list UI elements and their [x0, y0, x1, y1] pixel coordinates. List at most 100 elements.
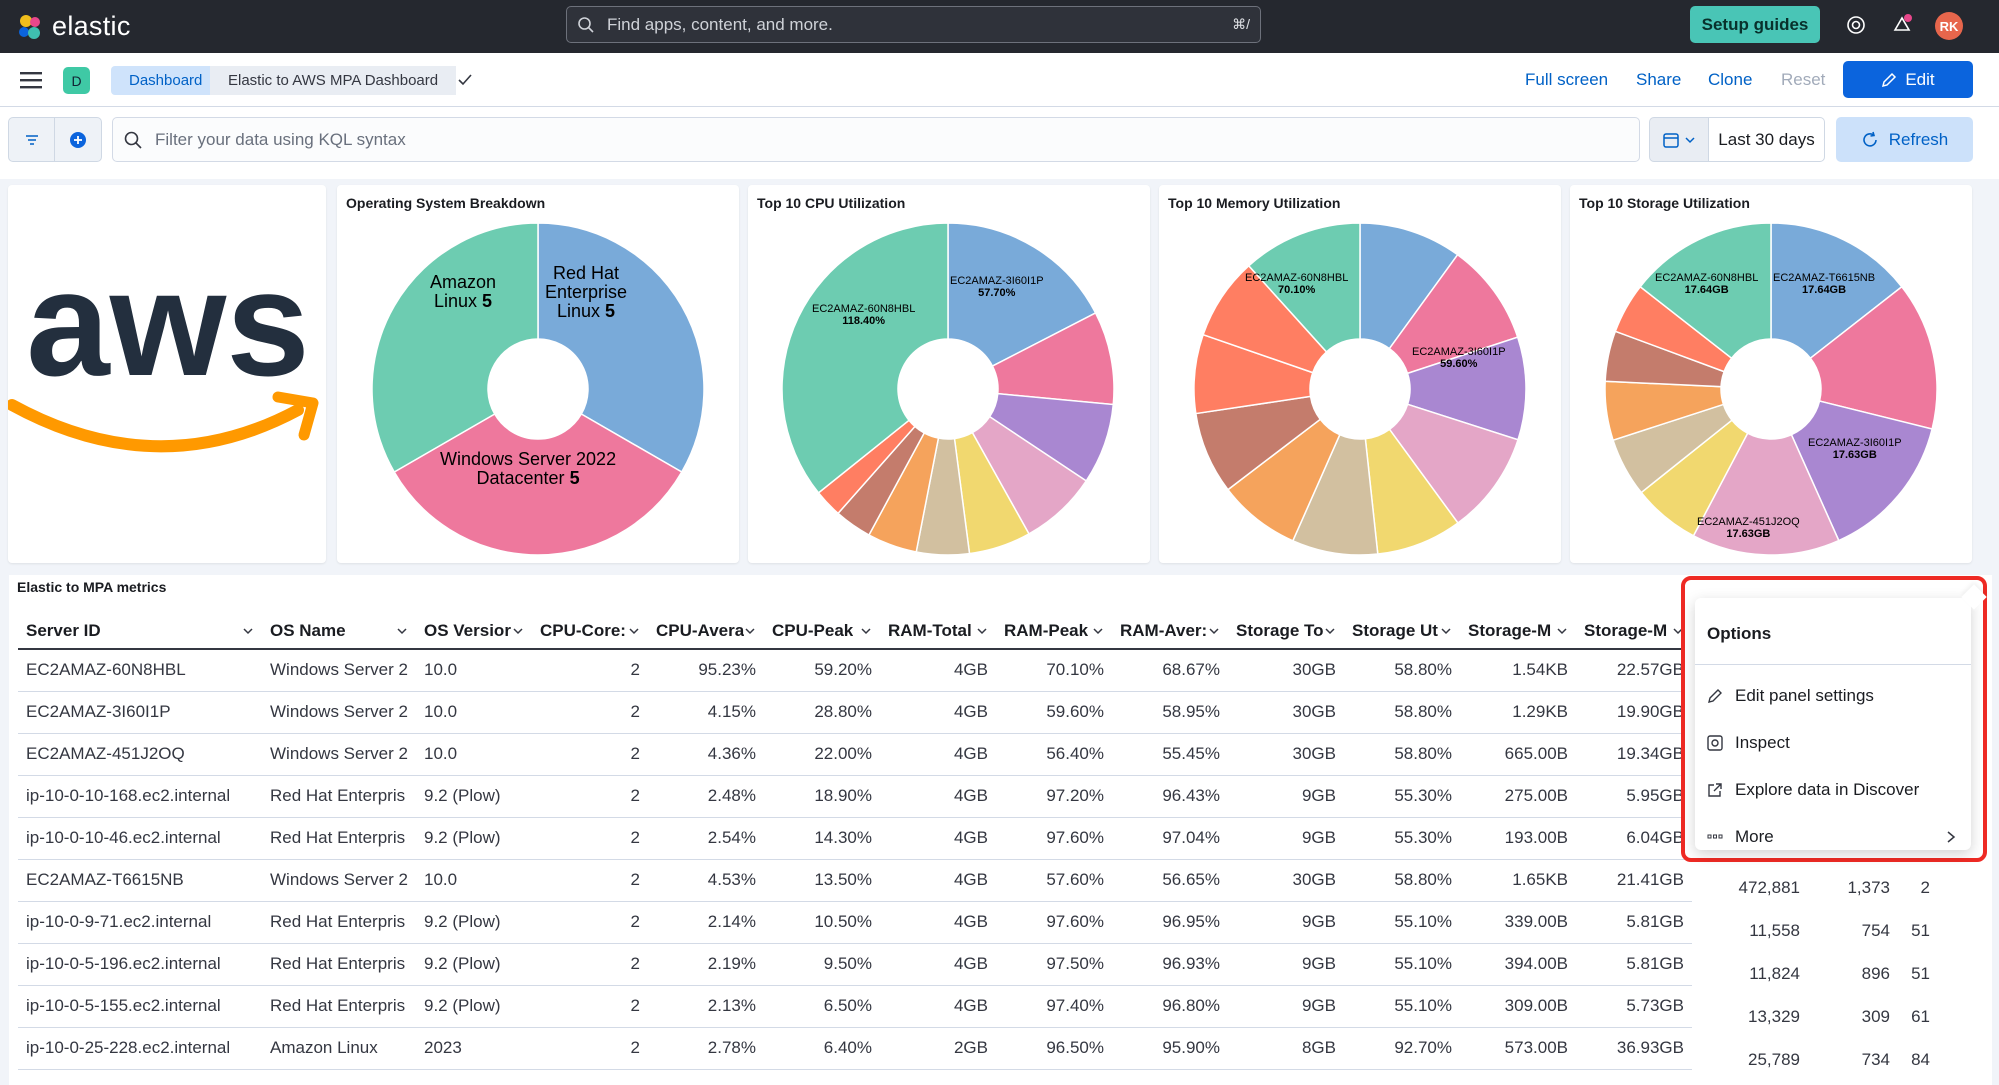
chevron-down-icon[interactable] [1092, 625, 1104, 637]
os-pie-chart[interactable] [370, 221, 706, 557]
table-cell: 5.73GB [1576, 985, 1692, 1028]
pie-slice-9[interactable] [1639, 222, 1772, 360]
chevron-down-icon[interactable] [1440, 625, 1452, 637]
table-cell: 95.90% [1112, 1027, 1228, 1070]
table-row[interactable]: ip-10-0-10-168.ec2.internal Red Hat Enter… [18, 775, 1692, 818]
global-search-input[interactable]: Find apps, content, and more. ⌘/ [566, 6, 1261, 43]
pie-slice-1[interactable] [1809, 285, 1938, 430]
table-cell: 4.15% [648, 691, 764, 734]
chevron-down-icon[interactable] [628, 625, 640, 637]
column-header-5[interactable]: CPU-Peak [764, 613, 880, 650]
column-header-3[interactable]: CPU-Core: [532, 613, 648, 650]
pie-slice-0[interactable] [537, 222, 705, 474]
reset-link[interactable]: Reset [1781, 70, 1826, 89]
column-header-11[interactable]: Storage-M [1460, 613, 1576, 650]
breadcrumb-dashboard[interactable]: Dashboard [111, 66, 221, 95]
column-header-0[interactable]: Server ID [18, 613, 262, 650]
chevron-down-icon[interactable] [512, 625, 524, 637]
aws-logo-panel: aws [6, 185, 326, 563]
kql-search-input[interactable]: Filter your data using KQL syntax [112, 117, 1640, 162]
menu-icon[interactable] [20, 71, 42, 89]
column-header-10[interactable]: Storage Ut [1344, 613, 1460, 650]
breadcrumb-current: Elastic to AWS MPA Dashboard [210, 66, 457, 95]
table-cell: 2023 [416, 1027, 532, 1070]
chevron-down-icon[interactable] [242, 625, 254, 637]
column-header-4[interactable]: CPU-Avera [648, 613, 764, 650]
notifications-icon[interactable] [1891, 14, 1913, 36]
table-cell: 13.50% [764, 859, 880, 902]
menu-item-explore-in-discover[interactable]: Explore data in Discover [1707, 775, 1957, 805]
memory-pie-chart[interactable] [1192, 221, 1528, 557]
column-header-label: RAM-Aver: [1120, 620, 1208, 640]
refresh-button[interactable]: Refresh [1836, 117, 1973, 162]
filter-menu-button[interactable] [9, 118, 56, 161]
table-row[interactable]: EC2AMAZ-451J2OQ Windows Server 2 10.0 2 4.36… [18, 733, 1692, 776]
date-quick-menu-button[interactable] [1649, 117, 1709, 162]
refresh-label: Refresh [1888, 129, 1949, 149]
column-header-7[interactable]: RAM-Peak [996, 613, 1112, 650]
pie-slice-2[interactable] [1790, 400, 1934, 542]
menu-item-edit-panel-settings[interactable]: Edit panel settings [1707, 681, 1957, 711]
menu-item-inspect[interactable]: Inspect [1707, 728, 1957, 758]
pie-slice-2[interactable] [371, 222, 539, 474]
edit-button[interactable]: Edit [1843, 61, 1973, 98]
cpu-pie-chart[interactable] [780, 221, 1116, 557]
table-cell: 97.60% [996, 817, 1112, 860]
pie-slice-10[interactable] [1247, 222, 1361, 353]
table-row[interactable]: ip-10-0-25-228.ec2.internal Amazon Linux 2… [18, 1027, 1692, 1070]
table-row[interactable]: ip-10-0-5-155.ec2.internal Red Hat Enterp… [18, 985, 1692, 1028]
storage-pie-chart[interactable] [1603, 221, 1939, 557]
full-screen-link[interactable]: Full screen [1525, 70, 1609, 89]
chevron-down-icon[interactable] [1672, 625, 1684, 637]
avatar[interactable]: RK [1935, 12, 1963, 40]
help-icon[interactable] [1845, 14, 1867, 36]
table-cell: 70.10% [996, 649, 1112, 692]
panel-options-highlight: Options Edit panel settings Inspect Expl… [1681, 576, 1987, 862]
column-header-8[interactable]: RAM-Aver: [1112, 613, 1228, 650]
chevron-down-icon[interactable] [860, 625, 872, 637]
table-row[interactable]: EC2AMAZ-3I60I1P Windows Server 2 10.0 2 4.15… [18, 691, 1692, 734]
chevron-down-icon[interactable] [744, 625, 756, 637]
elastic-logo[interactable]: elastic [16, 11, 556, 42]
pie-slice-3[interactable] [1692, 432, 1840, 556]
table-cell: 9.2 (Plow) [416, 943, 532, 986]
table-row[interactable]: ip-10-0-10-46.ec2.internal Red Hat Enterp… [18, 817, 1692, 860]
table-row[interactable]: ip-10-0-9-71.ec2.internal Red Hat Enterpr… [18, 901, 1692, 944]
pencil-icon [1708, 689, 1722, 703]
table-cell: 4GB [880, 691, 996, 734]
table-cell: 9GB [1228, 901, 1344, 944]
table-cell: 1,373 [1847, 878, 1890, 897]
column-header-12[interactable]: Storage-M [1576, 613, 1692, 650]
column-header-9[interactable]: Storage To [1228, 613, 1344, 650]
chevron-down-icon[interactable] [1324, 625, 1336, 637]
table-row[interactable]: EC2AMAZ-T6615NB Windows Server 2 10.0 2 4.53… [18, 859, 1692, 902]
setup-guides-button[interactable]: Setup guides [1690, 6, 1820, 43]
table-cell: 4GB [880, 817, 996, 860]
share-link[interactable]: Share [1636, 70, 1682, 89]
chevron-down-icon[interactable] [396, 625, 408, 637]
column-header-2[interactable]: OS Versior [416, 613, 532, 650]
column-header-6[interactable]: RAM-Total [880, 613, 996, 650]
pie-slice-1[interactable] [393, 412, 683, 556]
time-range-display[interactable]: Last 30 days [1709, 117, 1825, 162]
column-header-1[interactable]: OS Name [262, 613, 416, 650]
pie-slice-0[interactable] [947, 222, 1097, 368]
table-row[interactable]: ip-10-0-5-196.ec2.internal Red Hat Enterp… [18, 943, 1692, 986]
clone-link[interactable]: Clone [1708, 70, 1753, 89]
chevron-down-icon[interactable] [1208, 625, 1220, 637]
menu-arrow [1961, 584, 1987, 610]
table-cell: 2 [532, 943, 648, 986]
check-icon[interactable] [456, 71, 474, 89]
table-cell: 96.95% [1112, 901, 1228, 944]
table-cell: ip-10-0-5-196.ec2.internal [18, 943, 262, 986]
table-cell: 339.00B [1460, 901, 1576, 944]
chevron-down-icon[interactable] [976, 625, 988, 637]
menu-item-more[interactable]: More [1707, 822, 1957, 852]
table-cell: 57.60% [996, 859, 1112, 902]
space-badge[interactable]: D [63, 67, 90, 94]
add-filter-button[interactable] [55, 118, 101, 161]
pie-slice-0[interactable] [1770, 222, 1903, 360]
chevron-down-icon[interactable] [1556, 625, 1568, 637]
pie-slice-9[interactable] [781, 222, 949, 494]
table-row[interactable]: EC2AMAZ-60N8HBL Windows Server 2 10.0 2 95.2… [18, 649, 1692, 692]
